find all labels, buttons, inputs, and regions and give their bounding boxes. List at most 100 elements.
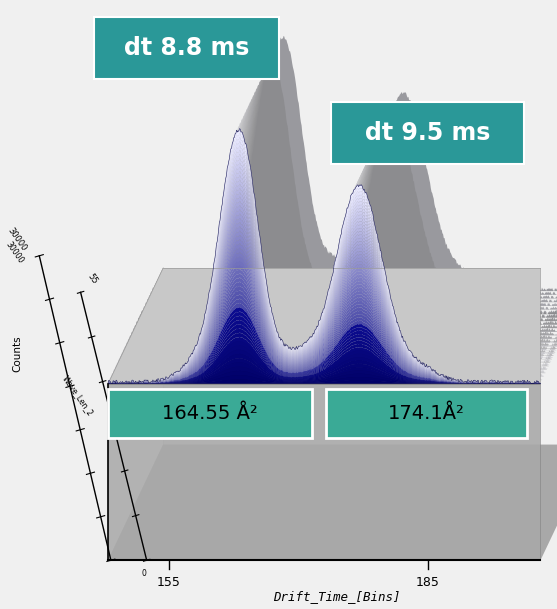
Polygon shape [136,69,557,325]
Text: 30000: 30000 [6,226,28,253]
Polygon shape [108,358,540,384]
Polygon shape [108,146,540,384]
Text: dt 9.5 ms: dt 9.5 ms [365,121,490,146]
Polygon shape [108,184,540,384]
Polygon shape [108,237,540,384]
Polygon shape [108,197,540,384]
Polygon shape [108,154,540,384]
Polygon shape [108,225,540,384]
Polygon shape [108,190,540,384]
Polygon shape [108,160,540,384]
Polygon shape [108,250,540,384]
Polygon shape [131,80,557,335]
Polygon shape [126,90,557,345]
Polygon shape [119,107,551,362]
Polygon shape [108,231,540,384]
Polygon shape [113,118,545,373]
Polygon shape [108,256,540,384]
Polygon shape [152,36,557,291]
Polygon shape [130,83,557,339]
Polygon shape [108,201,540,384]
Polygon shape [108,350,540,384]
Polygon shape [135,73,557,328]
Polygon shape [108,128,540,384]
Polygon shape [108,171,540,384]
Polygon shape [108,244,540,384]
Polygon shape [108,256,540,384]
Polygon shape [136,69,557,325]
Polygon shape [108,352,540,384]
Polygon shape [108,275,540,384]
Polygon shape [108,320,540,384]
Text: 55: 55 [86,272,100,286]
Polygon shape [108,445,557,560]
Polygon shape [108,339,540,384]
Polygon shape [108,368,540,384]
Polygon shape [108,154,540,384]
Polygon shape [108,320,540,384]
Polygon shape [108,367,540,384]
Polygon shape [108,214,540,384]
Polygon shape [108,227,540,384]
Text: 155: 155 [157,576,180,588]
Polygon shape [108,256,540,384]
Polygon shape [108,137,540,384]
Polygon shape [108,216,540,384]
Polygon shape [138,66,557,321]
Polygon shape [108,205,540,384]
Polygon shape [108,180,540,384]
Polygon shape [108,224,540,384]
Polygon shape [133,77,557,332]
Polygon shape [108,200,540,384]
Polygon shape [108,147,540,384]
FancyBboxPatch shape [108,389,312,438]
Polygon shape [108,268,163,560]
Polygon shape [108,314,540,384]
Polygon shape [108,268,540,384]
Polygon shape [108,371,540,384]
Polygon shape [117,110,549,365]
Polygon shape [135,73,557,328]
Polygon shape [108,292,540,384]
Polygon shape [108,246,540,384]
Polygon shape [108,224,540,384]
Polygon shape [108,218,540,384]
Polygon shape [108,273,540,384]
Polygon shape [108,352,540,384]
Polygon shape [108,192,540,384]
Polygon shape [108,262,540,384]
Polygon shape [108,141,540,384]
Polygon shape [108,211,540,384]
Polygon shape [108,354,540,384]
Polygon shape [108,266,540,384]
Polygon shape [140,62,557,317]
Polygon shape [131,80,557,336]
Polygon shape [139,63,557,318]
Polygon shape [108,180,540,384]
Polygon shape [108,269,540,384]
Polygon shape [116,111,549,366]
Polygon shape [108,371,540,384]
Polygon shape [108,269,540,384]
Polygon shape [108,297,540,384]
Polygon shape [108,261,540,384]
Polygon shape [108,231,540,384]
Polygon shape [108,326,540,384]
Polygon shape [108,365,540,384]
Polygon shape [108,186,540,384]
Polygon shape [108,174,540,384]
Polygon shape [108,379,540,384]
Polygon shape [108,307,540,384]
Polygon shape [108,150,540,384]
Polygon shape [108,288,540,384]
Polygon shape [108,231,540,384]
Polygon shape [108,268,540,384]
Polygon shape [108,333,540,384]
Polygon shape [110,125,543,380]
Polygon shape [108,324,540,384]
Polygon shape [108,199,540,384]
Polygon shape [108,373,540,384]
Polygon shape [108,180,540,384]
Polygon shape [108,244,540,384]
Polygon shape [108,209,540,384]
